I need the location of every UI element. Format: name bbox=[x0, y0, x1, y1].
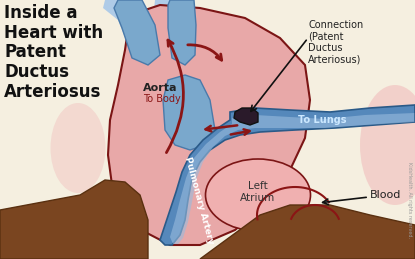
Text: Aorta: Aorta bbox=[143, 83, 178, 93]
Polygon shape bbox=[200, 205, 415, 259]
Text: Pulmonary Artery: Pulmonary Artery bbox=[183, 155, 215, 245]
Polygon shape bbox=[153, 0, 225, 130]
Polygon shape bbox=[163, 75, 215, 150]
Polygon shape bbox=[108, 5, 310, 245]
Text: To Body: To Body bbox=[143, 94, 181, 104]
Ellipse shape bbox=[205, 159, 310, 231]
Ellipse shape bbox=[360, 85, 415, 205]
Polygon shape bbox=[103, 0, 160, 60]
Text: Blood: Blood bbox=[370, 190, 401, 200]
Polygon shape bbox=[114, 0, 160, 65]
Text: KidsHealth. All rights reserved.: KidsHealth. All rights reserved. bbox=[407, 162, 412, 238]
Text: To Lungs: To Lungs bbox=[298, 115, 347, 125]
Polygon shape bbox=[160, 105, 415, 245]
Text: Connection
(Patent
Ductus
Arteriosus): Connection (Patent Ductus Arteriosus) bbox=[308, 20, 363, 65]
Ellipse shape bbox=[51, 103, 105, 193]
Polygon shape bbox=[234, 108, 258, 125]
Text: Left
Atrium: Left Atrium bbox=[240, 181, 276, 203]
Text: Inside a
Heart with
Patent
Ductus
Arteriosus: Inside a Heart with Patent Ductus Arteri… bbox=[4, 4, 103, 101]
Polygon shape bbox=[170, 113, 415, 244]
Polygon shape bbox=[168, 0, 196, 65]
Polygon shape bbox=[0, 180, 148, 259]
